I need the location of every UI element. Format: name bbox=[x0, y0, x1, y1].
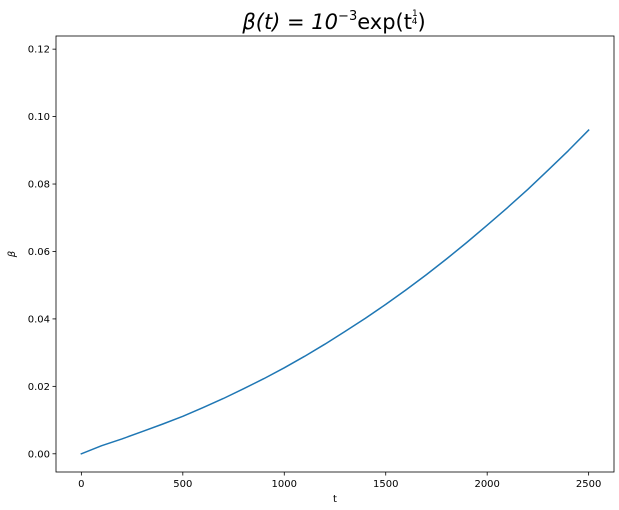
chart-title-frac-den: 4 bbox=[412, 17, 418, 27]
y-axis-ticks: 0.00 0.02 0.04 0.06 0.08 0.10 0.12 bbox=[28, 45, 56, 460]
chart-title-lhs: β(t) = 10 bbox=[241, 10, 338, 34]
y-tick-label: 0.12 bbox=[28, 45, 50, 56]
x-tick-label: 2500 bbox=[576, 479, 601, 490]
y-tick-label: 0.10 bbox=[28, 112, 50, 123]
x-tick-label: 1500 bbox=[373, 479, 398, 490]
axes-frame bbox=[55, 35, 615, 473]
x-tick-label: 2000 bbox=[474, 479, 499, 490]
chart-title-frac-num: 1 bbox=[412, 9, 418, 19]
x-tick-label: 500 bbox=[173, 479, 192, 490]
chart-title-exponent: −3 bbox=[338, 9, 357, 24]
series-line bbox=[80, 129, 590, 455]
chart-title-close: ) bbox=[417, 10, 425, 34]
y-tick-label: 0.00 bbox=[28, 449, 50, 460]
y-tick-label: 0.08 bbox=[28, 180, 50, 191]
y-axis-label: β bbox=[7, 250, 18, 258]
y-tick-label: 0.04 bbox=[28, 314, 50, 325]
plot-area bbox=[80, 129, 590, 455]
y-tick-label: 0.02 bbox=[28, 382, 50, 393]
chart-title-function: exp(t bbox=[357, 10, 412, 34]
x-axis-ticks: 0 500 1000 1500 2000 2500 bbox=[78, 472, 601, 490]
chart-title: β(t) = 10−3exp(t1 4) bbox=[241, 9, 425, 34]
x-tick-label: 1000 bbox=[272, 479, 297, 490]
y-tick-label: 0.06 bbox=[28, 247, 50, 258]
x-tick-label: 0 bbox=[78, 479, 84, 490]
x-axis-label: t bbox=[333, 494, 337, 505]
